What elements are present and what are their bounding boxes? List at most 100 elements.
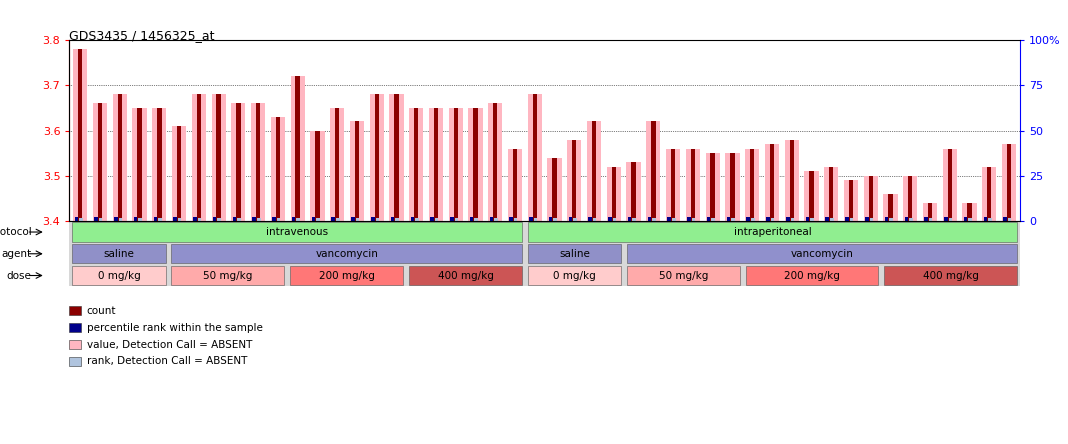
Bar bbox=[923, 203, 937, 221]
Text: saline: saline bbox=[104, 249, 135, 259]
Bar bbox=[93, 103, 107, 221]
Bar bbox=[553, 218, 556, 221]
Bar bbox=[890, 218, 893, 221]
Bar bbox=[296, 76, 300, 221]
Bar bbox=[533, 94, 537, 221]
Bar bbox=[706, 153, 720, 221]
Bar bbox=[158, 218, 161, 221]
Bar bbox=[139, 218, 142, 221]
Bar bbox=[312, 217, 315, 221]
Bar bbox=[672, 218, 675, 221]
Bar bbox=[473, 108, 477, 221]
Bar bbox=[548, 158, 562, 221]
Bar bbox=[94, 217, 98, 221]
Bar bbox=[217, 94, 221, 221]
Bar bbox=[74, 49, 88, 221]
Bar bbox=[514, 218, 517, 221]
Bar bbox=[192, 94, 206, 221]
Bar bbox=[272, 217, 276, 221]
Text: count: count bbox=[87, 306, 116, 316]
Bar bbox=[1008, 218, 1011, 221]
Bar bbox=[747, 217, 750, 221]
Bar bbox=[509, 217, 513, 221]
Text: intraperitoneal: intraperitoneal bbox=[734, 227, 812, 237]
Bar bbox=[745, 149, 759, 221]
Bar bbox=[883, 194, 897, 221]
Text: 400 mg/kg: 400 mg/kg bbox=[438, 270, 493, 281]
Bar bbox=[948, 218, 953, 221]
Text: saline: saline bbox=[559, 249, 590, 259]
Bar bbox=[376, 218, 379, 221]
Bar bbox=[391, 217, 394, 221]
Bar bbox=[909, 218, 913, 221]
Bar bbox=[824, 167, 838, 221]
Text: value, Detection Call = ABSENT: value, Detection Call = ABSENT bbox=[87, 340, 252, 349]
Bar bbox=[710, 153, 714, 221]
Bar bbox=[849, 180, 853, 221]
Bar bbox=[711, 218, 714, 221]
Bar bbox=[415, 218, 419, 221]
Bar bbox=[197, 94, 201, 221]
Bar bbox=[613, 218, 616, 221]
Bar bbox=[256, 103, 261, 221]
Text: protocol: protocol bbox=[0, 227, 31, 237]
Bar bbox=[963, 217, 968, 221]
Bar bbox=[371, 217, 375, 221]
Bar bbox=[177, 126, 182, 221]
Bar bbox=[330, 108, 344, 221]
Bar bbox=[804, 171, 818, 221]
Bar bbox=[375, 94, 379, 221]
Bar bbox=[370, 94, 383, 221]
Bar bbox=[434, 108, 438, 221]
Bar bbox=[789, 139, 794, 221]
Bar bbox=[470, 217, 473, 221]
Bar bbox=[75, 217, 78, 221]
Bar bbox=[844, 180, 858, 221]
Bar bbox=[666, 149, 680, 221]
Bar bbox=[449, 108, 462, 221]
Bar bbox=[826, 217, 829, 221]
Bar bbox=[173, 217, 177, 221]
Bar bbox=[632, 218, 635, 221]
Bar bbox=[627, 162, 641, 221]
Bar bbox=[944, 217, 947, 221]
Bar bbox=[513, 149, 517, 221]
Bar bbox=[771, 218, 774, 221]
Bar bbox=[119, 218, 122, 221]
Bar bbox=[651, 122, 656, 221]
Bar bbox=[79, 218, 82, 221]
Bar bbox=[732, 218, 735, 221]
Bar bbox=[770, 144, 774, 221]
Bar bbox=[98, 103, 103, 221]
Text: 0 mg/kg: 0 mg/kg bbox=[553, 270, 596, 281]
Bar bbox=[252, 217, 256, 221]
Bar bbox=[114, 217, 117, 221]
Bar bbox=[884, 266, 1017, 285]
Bar bbox=[178, 218, 182, 221]
Bar bbox=[292, 217, 296, 221]
Bar bbox=[474, 218, 477, 221]
Bar bbox=[193, 217, 197, 221]
Bar bbox=[865, 217, 868, 221]
Bar bbox=[171, 244, 522, 263]
Bar bbox=[845, 217, 849, 221]
Bar bbox=[198, 218, 201, 221]
Bar bbox=[962, 203, 976, 221]
Bar bbox=[232, 103, 246, 221]
Bar bbox=[528, 244, 621, 263]
Bar bbox=[567, 139, 581, 221]
Bar bbox=[627, 244, 1017, 263]
Bar bbox=[350, 122, 364, 221]
Bar bbox=[884, 217, 889, 221]
Bar bbox=[528, 222, 1017, 242]
Bar bbox=[552, 158, 556, 221]
Bar bbox=[969, 218, 972, 221]
Text: vancomycin: vancomycin bbox=[790, 249, 853, 259]
Bar bbox=[529, 217, 533, 221]
Bar bbox=[889, 194, 893, 221]
Bar bbox=[469, 108, 483, 221]
Bar bbox=[868, 176, 873, 221]
Bar bbox=[628, 217, 631, 221]
Bar bbox=[276, 117, 280, 221]
Bar bbox=[928, 203, 932, 221]
